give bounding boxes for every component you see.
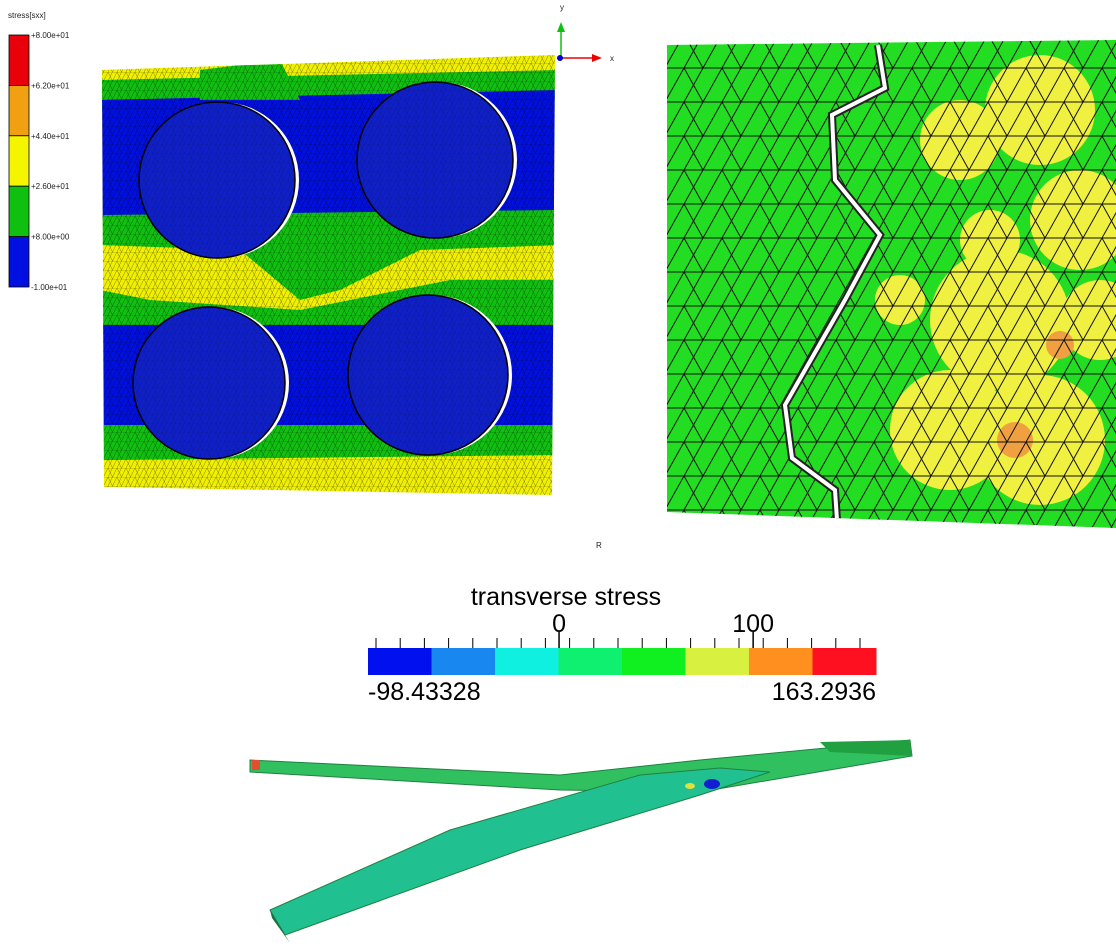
colorbar-segment	[813, 648, 877, 675]
colorbar-max: 163.2936	[772, 678, 876, 706]
legend-label: +8.00e+00	[31, 233, 70, 242]
legend-label: +6.20e+01	[31, 81, 70, 90]
legend-title: stress[sxx]	[8, 11, 46, 20]
colorbar-segment	[432, 648, 496, 675]
axis-y-label: y	[560, 3, 564, 12]
colorbar-segment	[749, 648, 813, 675]
legend: +8.00e+01 +6.20e+01 +4.40e+01 +2.60e+01 +8.0…	[9, 31, 70, 292]
axes-glyph: y x	[557, 3, 614, 63]
axis-x-label: x	[610, 54, 614, 63]
figure: stress[sxx] +8.00e+01+6.20e+01+4.40e+01+…	[0, 0, 1116, 946]
panel-label: R	[596, 541, 602, 550]
tick-label: 100	[732, 610, 774, 638]
colorbar-min: -98.43328	[368, 678, 481, 706]
colorbar-segment	[368, 648, 432, 675]
legend-swatch	[9, 237, 29, 287]
legend-label: +4.40e+01	[31, 132, 70, 141]
colorbar-segment	[495, 648, 559, 675]
tick-label: 0	[552, 610, 566, 638]
colorbar: 0 100 -98.43328 163.2936	[368, 610, 877, 706]
legend-label: +8.00e+01	[31, 31, 70, 40]
colorbar-segment	[686, 648, 750, 675]
legend-swatch	[9, 35, 29, 85]
legend-label: -1.00e+01	[31, 283, 68, 292]
colorbar-segment	[559, 648, 623, 675]
beams	[250, 740, 912, 943]
colorbar-title: transverse stress	[471, 583, 661, 611]
legend-swatch	[9, 186, 29, 236]
legend-swatch	[9, 85, 29, 135]
crack-mesh	[660, 35, 1116, 535]
legend-swatch	[9, 136, 29, 186]
colorbar-segment	[622, 648, 686, 675]
legend-label: +2.60e+01	[31, 182, 70, 191]
